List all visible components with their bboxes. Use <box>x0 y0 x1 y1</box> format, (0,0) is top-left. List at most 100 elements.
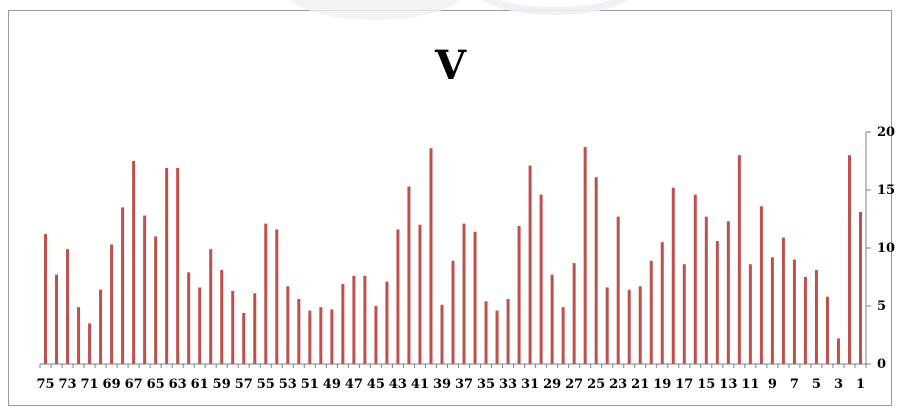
bar <box>594 177 598 364</box>
x-tick-label: 35 <box>477 377 495 392</box>
bar <box>517 225 521 364</box>
bar <box>297 299 301 364</box>
bar <box>308 310 312 364</box>
bar <box>220 270 224 364</box>
x-tick-label: 41 <box>411 377 429 392</box>
bar <box>572 263 576 364</box>
x-tick-label: 69 <box>103 377 121 392</box>
bar <box>231 290 235 364</box>
bar <box>352 275 356 364</box>
bar <box>803 277 807 364</box>
x-tick-label: 39 <box>433 377 451 392</box>
watermark-shape <box>285 0 465 20</box>
bar <box>825 296 829 364</box>
bar <box>682 264 686 364</box>
bar <box>330 309 334 364</box>
bar <box>55 274 59 364</box>
bar <box>495 310 499 364</box>
x-tick-label: 53 <box>279 377 297 392</box>
x-tick-label: 31 <box>521 377 539 392</box>
x-tick-label: 11 <box>741 377 759 392</box>
bar <box>583 147 587 364</box>
bar <box>264 223 268 364</box>
bar <box>110 244 114 364</box>
bar <box>407 186 411 364</box>
bar <box>242 312 246 364</box>
bar <box>638 286 642 364</box>
bar <box>253 293 257 364</box>
bar <box>660 242 664 364</box>
x-tick-label: 37 <box>455 377 473 392</box>
bar <box>165 167 169 364</box>
y-tick-label: 0 <box>877 357 886 372</box>
bar <box>341 283 345 364</box>
bar <box>88 323 92 364</box>
x-tick-label: 25 <box>587 377 605 392</box>
x-tick-label: 15 <box>697 377 715 392</box>
x-tick-label: 67 <box>125 377 143 392</box>
x-tick-label: 71 <box>81 377 99 392</box>
bar <box>275 229 279 364</box>
bar <box>198 287 202 364</box>
x-tick-label: 75 <box>36 377 54 392</box>
bar <box>814 270 818 364</box>
bar <box>451 260 455 364</box>
x-tick-label: 13 <box>719 377 737 392</box>
bar <box>44 234 48 364</box>
x-tick-label: 55 <box>257 377 275 392</box>
bar <box>396 229 400 364</box>
x-tick-label: 29 <box>543 377 561 392</box>
bar <box>693 194 697 364</box>
bar <box>143 215 147 364</box>
x-tick-label: 7 <box>790 377 799 392</box>
y-tick-label: 20 <box>877 125 895 140</box>
x-tick-label: 43 <box>389 377 407 392</box>
x-tick-label: 19 <box>653 377 671 392</box>
x-tick-label: 47 <box>345 377 363 392</box>
bar <box>847 155 851 364</box>
bar <box>748 264 752 364</box>
bar <box>858 212 862 364</box>
bar <box>704 216 708 364</box>
bar <box>770 257 774 364</box>
bar <box>99 289 103 364</box>
bar <box>506 299 510 364</box>
bar <box>726 221 730 364</box>
x-tick-label: 63 <box>169 377 187 392</box>
y-tick-label: 10 <box>877 241 895 256</box>
bar <box>792 259 796 364</box>
x-tick-label: 17 <box>675 377 693 392</box>
bar <box>429 148 433 364</box>
bar <box>66 249 70 364</box>
x-tick-label: 1 <box>856 377 865 392</box>
bar <box>319 307 323 364</box>
x-tick-label: 21 <box>631 377 649 392</box>
bar <box>77 307 81 364</box>
bar <box>715 241 719 364</box>
y-tick-label: 5 <box>877 299 886 314</box>
bar <box>528 165 532 364</box>
x-tick-label: 3 <box>834 377 843 392</box>
bar <box>385 281 389 364</box>
x-tick-label: 49 <box>323 377 341 392</box>
bar <box>836 338 840 364</box>
bar <box>187 272 191 364</box>
x-tick-label: 73 <box>58 377 76 392</box>
bar <box>440 304 444 364</box>
bar <box>539 194 543 364</box>
x-tick-label: 51 <box>301 377 319 392</box>
bar <box>550 274 554 364</box>
bar <box>462 223 466 364</box>
bar <box>759 206 763 364</box>
bar <box>671 187 675 364</box>
bar <box>561 307 565 364</box>
bar <box>374 306 378 364</box>
bar <box>473 231 477 364</box>
bar <box>737 155 741 364</box>
x-tick-label: 65 <box>147 377 165 392</box>
x-tick-label: 5 <box>812 377 821 392</box>
bar <box>121 207 125 364</box>
x-tick-label: 33 <box>499 377 517 392</box>
bar <box>209 249 213 364</box>
